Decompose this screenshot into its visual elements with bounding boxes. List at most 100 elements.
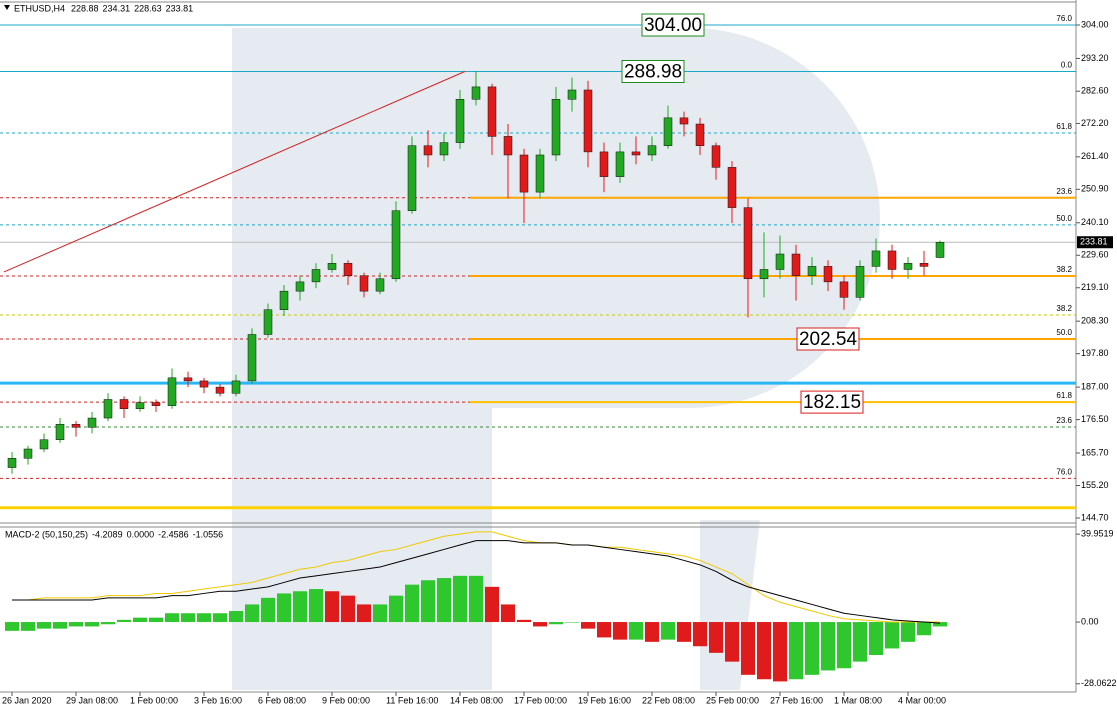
- macd-bar: [725, 622, 739, 662]
- labels: 228.88 234.31 228.63 233.81 -4.2089 0.0000 -2.…: [2, 3, 1117, 705]
- candle-body: [695, 123, 705, 146]
- macd-readout: -2.4586: [158, 529, 189, 539]
- macd-bar: [933, 622, 947, 627]
- macd-bar: [565, 622, 579, 623]
- candle-body: [711, 145, 721, 168]
- macd-bar: [373, 604, 387, 623]
- candle-body: [247, 334, 257, 382]
- candle-body: [727, 167, 737, 208]
- macd-bar: [645, 622, 659, 642]
- symbol-title: ETHUSD,H4: [14, 3, 65, 13]
- y-tick-label: 293.20: [1081, 53, 1109, 63]
- x-tick-label: 27 Feb 16:00: [770, 695, 823, 705]
- macd-bar: [309, 589, 323, 623]
- candle-body: [327, 263, 337, 270]
- candle-body: [103, 399, 113, 419]
- candle-body: [423, 145, 433, 156]
- macd-bar: [405, 584, 419, 623]
- candle-body: [919, 263, 929, 267]
- macd-bar: [69, 622, 83, 627]
- macd-y-tick-label: -28.0622: [1081, 678, 1117, 688]
- macd-y-tick-label: 0.00: [1081, 616, 1099, 626]
- level-label: 23.6: [1056, 416, 1072, 425]
- x-tick-label: 3 Feb 16:00: [194, 695, 242, 705]
- candle-body: [535, 154, 545, 193]
- candle-body: [71, 423, 81, 428]
- candle-body: [87, 417, 97, 428]
- price-label-box: [621, 59, 685, 83]
- x-tick-label: 1 Mar 08:00: [834, 695, 882, 705]
- x-tick-label: 26 Jan 2020: [2, 695, 52, 705]
- macd-bar: [517, 619, 531, 623]
- candle-body: [375, 278, 385, 292]
- macd-bar: [453, 575, 467, 623]
- candle-body: [855, 266, 865, 298]
- macd-bar: [53, 622, 67, 629]
- candle-body: [567, 89, 577, 100]
- macd-title: MACD-2 (50,150,25): [5, 529, 88, 539]
- y-tick-label: 272.20: [1081, 118, 1109, 128]
- macd-bar: [181, 613, 195, 623]
- x-tick-label: 6 Feb 08:00: [258, 695, 306, 705]
- macd-bar: [501, 604, 515, 623]
- macd-bar: [661, 622, 675, 640]
- candles: [7, 71, 945, 474]
- macd-bar: [693, 622, 707, 647]
- macd-readout: -1.0556: [193, 529, 224, 539]
- macd-bar: [613, 622, 627, 640]
- level-label: 76.0: [1056, 14, 1072, 23]
- candle-body: [343, 263, 353, 276]
- macd-bar: [629, 622, 643, 640]
- y-tick-label: 240.10: [1081, 217, 1109, 227]
- macd-y-tick-label: 39.9519: [1081, 529, 1114, 539]
- price-label: 182.15: [803, 392, 861, 413]
- menu-arrow[interactable]: [4, 5, 10, 10]
- macd-bar: [741, 622, 755, 675]
- candle-body: [231, 380, 241, 394]
- macd-bar: [213, 613, 227, 623]
- level-label: 50.0: [1056, 214, 1072, 223]
- candle-body: [119, 399, 129, 410]
- macd-bar: [437, 578, 451, 623]
- y-tick-label: 176.50: [1081, 414, 1109, 424]
- macd-bar: [597, 622, 611, 638]
- level-label: 76.0: [1056, 468, 1072, 477]
- level-label: 61.8: [1056, 122, 1072, 131]
- y-tick-label: 144.70: [1081, 512, 1109, 522]
- x-tick-label: 9 Feb 00:00: [322, 695, 370, 705]
- macd-bar: [581, 622, 595, 629]
- macd-bar: [869, 622, 883, 656]
- macd-bar: [485, 586, 499, 623]
- level-label: 23.6: [1056, 187, 1072, 196]
- macd-bar: [421, 580, 435, 623]
- y-tick-label: 261.40: [1081, 151, 1109, 161]
- price-label-box: [641, 13, 705, 37]
- levels: 76.0 0.0 61.8 23.6 50.0 38.2 38.2 50.0 61.8 23.6 7…: [0, 14, 1076, 510]
- candle-body: [487, 86, 497, 137]
- candle-body: [647, 145, 657, 156]
- macd-bar: [293, 591, 307, 623]
- macd-bar: [5, 622, 19, 631]
- macd-bar: [37, 622, 51, 629]
- macd-bar: [469, 575, 483, 623]
- candle-body: [615, 151, 625, 177]
- candle-body: [935, 241, 945, 258]
- macd-bar: [885, 622, 899, 649]
- macd-bar: [709, 622, 723, 653]
- candle-body: [519, 154, 529, 193]
- x-tick-label: 1 Feb 00:00: [130, 695, 178, 705]
- current-price-label: 233.81: [1080, 237, 1108, 247]
- macd-bar: [549, 622, 563, 625]
- macd-bar: [245, 604, 259, 623]
- level-label: 50.0: [1056, 328, 1072, 337]
- macd-readout: -4.2089: [92, 529, 123, 539]
- y-tick-label: 282.60: [1081, 86, 1109, 96]
- macd-bar: [917, 622, 931, 636]
- candle-body: [807, 266, 817, 276]
- level-label: 38.2: [1056, 265, 1072, 274]
- candle-body: [23, 448, 33, 459]
- level-label: 61.8: [1056, 391, 1072, 400]
- y-tick-label: 304.00: [1081, 19, 1109, 29]
- candle-body: [455, 99, 465, 143]
